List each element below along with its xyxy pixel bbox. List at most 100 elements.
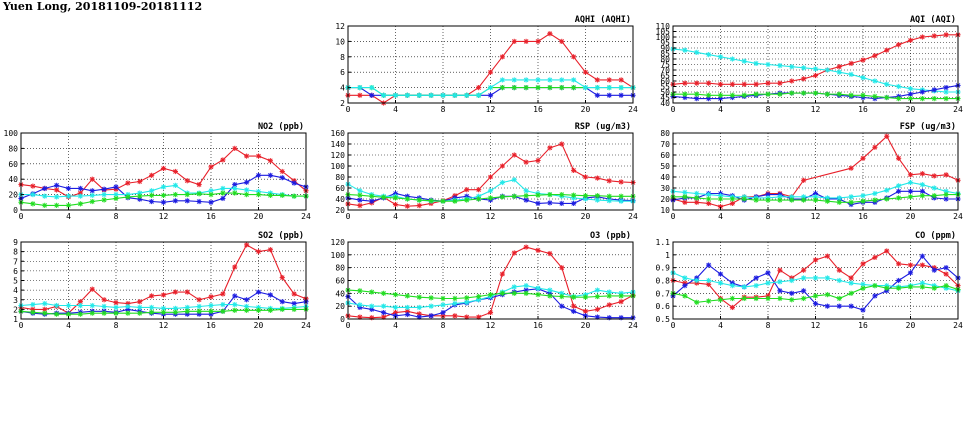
x-tick-label: 0 bbox=[346, 212, 351, 221]
data-point bbox=[476, 196, 482, 202]
data-point bbox=[160, 184, 167, 190]
x-tick-label: 16 bbox=[533, 321, 543, 330]
data-point-stroke bbox=[54, 203, 59, 208]
data-point bbox=[54, 182, 60, 188]
data-point-stroke bbox=[416, 197, 422, 203]
data-point bbox=[30, 183, 36, 189]
data-point-stroke bbox=[381, 92, 386, 98]
data-point-stroke bbox=[428, 303, 434, 309]
data-point-stroke bbox=[860, 307, 866, 313]
data-point-stroke bbox=[173, 198, 178, 204]
data-point bbox=[801, 295, 807, 302]
data-point-stroke bbox=[208, 308, 214, 314]
data-point-stroke bbox=[777, 63, 783, 68]
data-point-stroke bbox=[161, 309, 166, 315]
data-point-stroke bbox=[196, 199, 202, 204]
data-point bbox=[487, 85, 494, 91]
data-point bbox=[357, 288, 363, 294]
data-point bbox=[682, 293, 688, 299]
data-point-stroke bbox=[920, 253, 925, 259]
data-point-stroke bbox=[523, 283, 529, 288]
data-point bbox=[89, 286, 95, 292]
data-point-stroke bbox=[279, 193, 285, 198]
data-point-stroke bbox=[547, 293, 553, 299]
data-point bbox=[476, 314, 482, 320]
y-tick-label: 30 bbox=[660, 184, 670, 193]
data-point-stroke bbox=[848, 291, 854, 296]
data-point-stroke bbox=[920, 262, 925, 268]
data-point bbox=[279, 168, 285, 175]
x-tick-label: 8 bbox=[441, 212, 446, 221]
y-tick-label: 95 bbox=[660, 39, 670, 48]
data-point-stroke bbox=[161, 193, 166, 198]
data-point bbox=[357, 302, 363, 308]
data-point bbox=[381, 290, 387, 296]
data-point bbox=[357, 197, 363, 203]
data-point bbox=[896, 188, 902, 194]
data-point-stroke bbox=[706, 278, 711, 283]
data-point-stroke bbox=[765, 270, 771, 276]
data-point-stroke bbox=[291, 291, 297, 297]
data-point-stroke bbox=[523, 39, 529, 44]
data-point-stroke bbox=[101, 197, 107, 203]
data-point bbox=[824, 198, 830, 204]
y-tick-label: 2 bbox=[340, 99, 345, 108]
data-point bbox=[594, 77, 600, 83]
x-tick-label: 20 bbox=[581, 321, 591, 330]
data-point-stroke bbox=[765, 62, 771, 67]
data-point-stroke bbox=[125, 310, 131, 316]
data-point bbox=[729, 200, 735, 206]
data-point-stroke bbox=[535, 285, 541, 291]
data-point bbox=[452, 301, 458, 307]
data-point bbox=[741, 58, 747, 64]
data-point-stroke bbox=[718, 271, 723, 277]
data-point bbox=[369, 198, 375, 204]
data-point-stroke bbox=[173, 309, 178, 315]
data-point-stroke bbox=[511, 85, 517, 90]
data-point bbox=[244, 153, 250, 159]
data-point-stroke bbox=[789, 197, 795, 203]
data-point bbox=[571, 167, 577, 173]
data-point-stroke bbox=[416, 203, 422, 208]
data-point bbox=[547, 287, 553, 293]
data-point bbox=[919, 89, 925, 95]
data-point-stroke bbox=[801, 177, 806, 183]
data-point-stroke bbox=[393, 195, 398, 201]
data-point-stroke bbox=[220, 157, 226, 163]
data-point-stroke bbox=[511, 77, 517, 83]
data-point bbox=[523, 193, 529, 199]
data-point bbox=[896, 285, 902, 291]
data-point-stroke bbox=[161, 184, 166, 190]
data-point-stroke bbox=[291, 180, 297, 186]
data-point-stroke bbox=[268, 292, 273, 298]
data-point-stroke bbox=[369, 198, 375, 204]
data-point-stroke bbox=[694, 50, 700, 55]
data-point-stroke bbox=[908, 86, 913, 92]
data-point bbox=[232, 145, 238, 151]
data-point bbox=[896, 83, 902, 90]
chart-panel-7: 0 4 8 12 16 20 24 0.5 0.6 0.7 0.8 0.9 1 1.1 CO (ppm) bbox=[656, 231, 963, 330]
data-point bbox=[404, 196, 410, 202]
data-point bbox=[907, 262, 914, 268]
x-tick-label: 24 bbox=[628, 321, 638, 330]
data-point-stroke bbox=[547, 85, 553, 90]
data-point bbox=[523, 38, 529, 44]
x-tick-label: 4 bbox=[718, 321, 723, 330]
data-point bbox=[594, 306, 600, 312]
chart-panel-2: 0 4 8 12 16 20 24 0 20 40 60 80 100 NO2 (ppb) bbox=[4, 122, 311, 221]
data-point-stroke bbox=[583, 174, 588, 180]
data-point-stroke bbox=[595, 307, 600, 312]
data-point bbox=[267, 172, 273, 178]
data-point bbox=[476, 92, 482, 98]
data-point bbox=[113, 300, 119, 306]
data-point bbox=[54, 194, 60, 200]
data-point bbox=[369, 193, 375, 199]
x-tick-label: 20 bbox=[254, 212, 264, 221]
data-point-stroke bbox=[500, 291, 505, 296]
data-point bbox=[931, 185, 937, 191]
data-point bbox=[812, 66, 819, 72]
data-point bbox=[42, 202, 48, 208]
data-point bbox=[511, 77, 517, 83]
data-point-stroke bbox=[89, 286, 95, 292]
data-point bbox=[682, 91, 688, 97]
